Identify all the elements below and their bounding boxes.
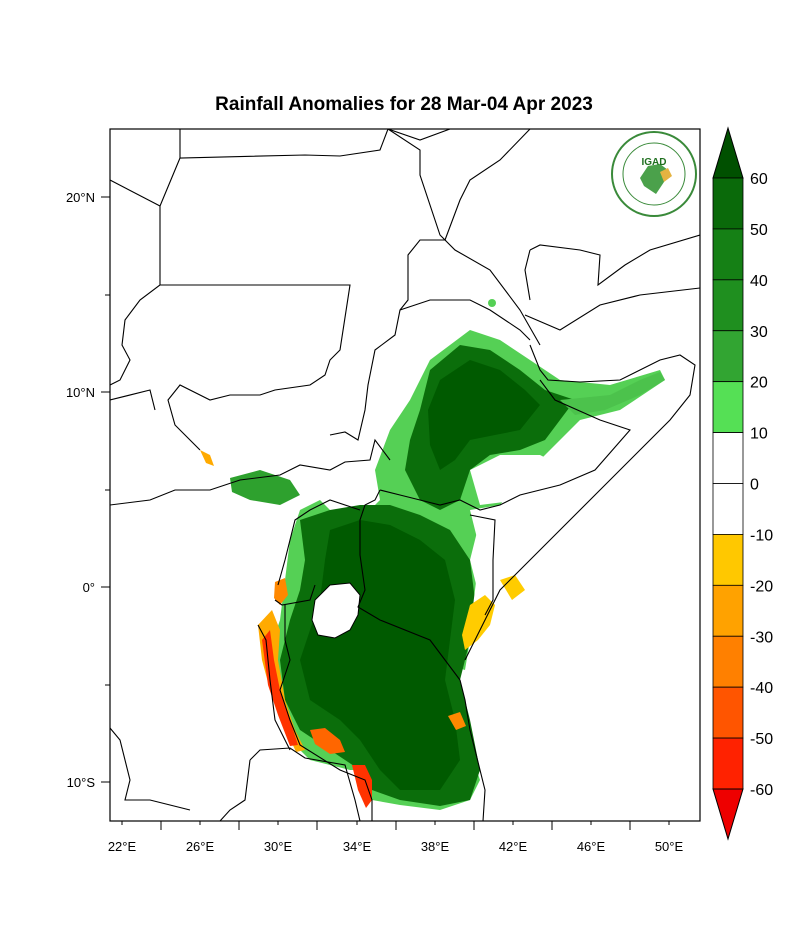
anomaly-cabo-dry [200,450,214,466]
colorbar-segment [712,177,744,230]
colorbar-segment [712,584,744,637]
colorbar-label: 0 [750,477,759,494]
colorbar-label: -10 [750,527,773,544]
lat-tick-0: 0° [83,580,95,595]
lake-victoria [311,582,361,639]
colorbar-segments [712,177,744,790]
colorbar-segment [712,228,744,281]
lon-tick-50e: 50°E [655,839,684,854]
map-title: Rainfall Anomalies for 28 Mar-04 Apr 202… [215,94,593,115]
anomaly-ethiopia-dry-gap [470,455,570,505]
lat-tick-20n: 20°N [66,190,95,205]
igad-logo: IGAD [611,131,697,217]
colorbar-segment [712,534,744,586]
colorbar-label: 60 [750,171,768,188]
colorbar-bottom-arrow [712,788,744,841]
anomaly-coast-dry-2 [500,575,525,600]
colorbar-label: 10 [750,426,768,443]
lat-tick-10n: 10°N [66,385,95,400]
colorbar-label: 30 [750,324,768,341]
lon-ticks [121,821,670,830]
colorbar-label: 20 [750,375,768,392]
colorbar-label: -50 [750,731,773,748]
colorbar-label: -40 [750,680,773,697]
horn-highlight-icon [660,168,672,182]
anomaly-field [200,299,665,810]
lat-ticks [101,196,110,783]
lon-tick-46e: 46°E [577,839,606,854]
lon-tick-30e: 30°E [264,839,293,854]
logo-text: IGAD [642,157,667,168]
colorbar-top-arrow [712,126,744,179]
colorbar-segment [712,483,744,535]
colorbar-segment [712,686,744,739]
colorbar-segment [712,432,744,484]
anomaly-yemen-spot [488,299,496,307]
colorbar-label: 50 [750,222,768,239]
anomaly-coast-dry [462,595,495,650]
anomaly-somaliland-wet [560,372,665,415]
anomaly-kenya-dry-gap [470,470,640,660]
lon-tick-34e: 34°E [343,839,372,854]
lon-tick-42e: 42°E [499,839,528,854]
colorbar-segment [712,635,744,688]
colorbar-segment [712,279,744,332]
colorbar-segment [712,330,744,383]
lon-tick-22e: 22°E [108,839,137,854]
anomaly-ethiopia-core [428,360,540,470]
colorbar-label: 40 [750,273,768,290]
anomaly-south-dry-1 [310,728,345,754]
lon-tick-26e: 26°E [186,839,215,854]
anomaly-south-dry-3 [448,712,466,730]
lat-tick-10s: 10°S [67,775,96,790]
colorbar [712,126,744,841]
colorbar-segment [712,381,744,433]
country-borders [110,129,700,821]
colorbar-labels: 60 50 40 30 20 10 0 -10 -20 -30 -40 -50 -60 [750,171,773,799]
lon-tick-38e: 38°E [421,839,450,854]
colorbar-segment [712,737,744,790]
colorbar-label: -60 [750,782,773,799]
anomaly-south-dry-2 [352,765,372,808]
colorbar-label: -20 [750,578,773,595]
colorbar-label: -30 [750,629,773,646]
